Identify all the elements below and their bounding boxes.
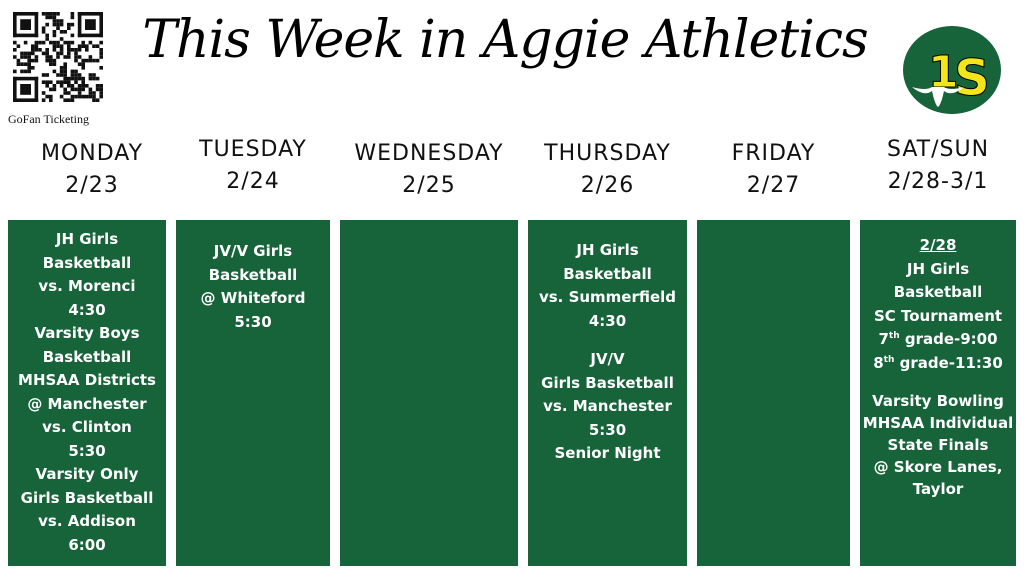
event-line: @ Skore Lanes, — [873, 458, 1003, 476]
event-line: vs. Summerfield — [538, 288, 677, 306]
event-line: 7th grade-9:00 — [878, 330, 998, 348]
event-line: Varsity Bowling — [872, 392, 1004, 410]
event-line: 8th grade-11:30 — [873, 353, 1003, 372]
day-header-weekend: SAT/SUN 2/28-3/1 — [886, 137, 990, 194]
event-line: 6:00 — [68, 535, 106, 554]
event-line: @ Whiteford — [200, 289, 306, 307]
schedule-weekend: 2/28 JH Girls Basketball SC Tournament 7th… — [860, 220, 1016, 566]
event-line: JV/V — [590, 350, 625, 368]
event-line: JH Girls — [906, 259, 970, 278]
day-header-monday: MONDAY 2/23 — [40, 141, 144, 198]
event-line: Basketball — [563, 264, 652, 283]
event-date: 2/28 — [919, 236, 957, 254]
event-line: 4:30 — [588, 311, 627, 330]
day-header-friday: FRIDAY 2/27 — [731, 141, 816, 198]
longhorn-icon — [912, 87, 964, 107]
page-title: This Week in Aggie Athletics — [142, 10, 868, 70]
event-line: MHSAA Districts — [18, 371, 156, 389]
event-line: 5:30 — [234, 312, 272, 331]
event-line: @ Manchester — [27, 394, 147, 413]
event-line: Basketball — [208, 265, 298, 284]
event-line: Varsity Boys — [34, 324, 140, 342]
event-line: State Finals — [887, 436, 989, 454]
event-line: vs. Manchester — [543, 397, 672, 415]
event-line: vs. Clinton — [42, 418, 132, 436]
qr-code[interactable] — [13, 12, 103, 102]
event-line: 5:30 — [588, 420, 627, 439]
event-line: MHSAA Individual — [862, 414, 1014, 432]
event-line: JV/V Girls — [213, 242, 293, 260]
school-logo: 1 S — [903, 26, 1001, 114]
schedule-thursday: JH Girls Basketball vs. Summerfield 4:30 JV/… — [528, 220, 687, 566]
event-line: Taylor — [912, 480, 964, 498]
event-line: 4:30 — [68, 300, 106, 319]
event-line: Varsity Only — [35, 465, 139, 483]
schedule-wednesday — [340, 220, 518, 566]
event-line: 5:30 — [68, 441, 106, 460]
day-header-wednesday: WEDNESDAY 2/25 — [354, 141, 504, 198]
event-line: SC Tournament — [873, 306, 1003, 325]
event-line: Senior Night — [554, 444, 661, 462]
event-line: Girls Basketball — [20, 488, 154, 507]
event-line: JH Girls — [576, 241, 639, 259]
event-line: Basketball — [42, 253, 132, 272]
schedule-friday — [697, 220, 850, 566]
event-line: vs. Addison — [38, 512, 136, 530]
schedule-monday: JH Girls Basketball vs. Morenci 4:30 Varsity… — [8, 220, 166, 566]
event-line: Girls Basketball — [541, 373, 674, 392]
event-line: JH Girls — [55, 230, 119, 248]
event-line: Basketball — [42, 347, 132, 366]
schedule-tuesday: JV/V Girls Basketball @ Whiteford 5:30 — [176, 220, 330, 566]
event-line: Basketball — [893, 283, 983, 301]
day-header-thursday: THURSDAY 2/26 — [544, 141, 671, 198]
svg-text:S: S — [954, 49, 990, 107]
event-line: vs. Morenci — [38, 277, 136, 295]
qr-label: GoFan Ticketing — [8, 112, 90, 126]
day-header-tuesday: TUESDAY 2/24 — [199, 137, 307, 194]
